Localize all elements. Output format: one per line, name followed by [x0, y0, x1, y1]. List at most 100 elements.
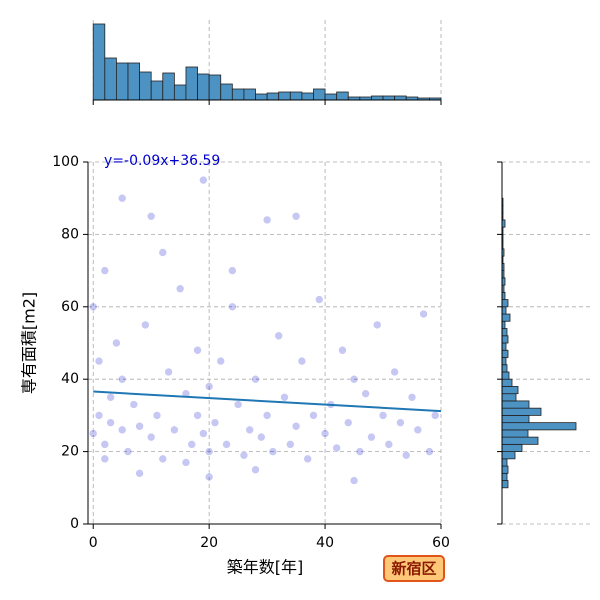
point [291, 421, 301, 431]
point [297, 356, 307, 366]
point [280, 392, 289, 402]
bar [501, 335, 509, 344]
bar [501, 393, 517, 402]
point [233, 400, 243, 409]
point [349, 374, 359, 384]
point [88, 429, 98, 438]
point [129, 400, 139, 409]
point [135, 469, 144, 478]
bar [501, 371, 510, 380]
point [204, 382, 214, 391]
point [372, 320, 382, 330]
point [193, 411, 202, 420]
bar [255, 93, 268, 101]
point [100, 454, 110, 464]
point [361, 389, 370, 398]
point [106, 392, 115, 402]
bar [382, 95, 396, 101]
point [251, 374, 260, 384]
point [245, 425, 255, 435]
point [158, 248, 168, 257]
point [338, 345, 347, 355]
bar [501, 443, 523, 452]
point [204, 447, 214, 456]
bar [501, 436, 539, 445]
point [367, 432, 376, 442]
x-tick-label: 40 [316, 535, 334, 551]
point [175, 284, 185, 294]
bar [185, 66, 198, 101]
point [268, 447, 278, 456]
point [228, 302, 237, 312]
point [146, 432, 156, 442]
point [419, 309, 428, 319]
point [291, 212, 301, 221]
point [123, 447, 133, 456]
point [135, 421, 144, 431]
point [228, 266, 237, 275]
regression-line [93, 390, 442, 413]
point [164, 367, 173, 377]
x-axis-label: 築年数[年] [227, 558, 304, 577]
point [257, 432, 266, 442]
point [94, 356, 104, 366]
point [407, 392, 417, 402]
point [430, 411, 440, 420]
bar [501, 400, 530, 409]
point [262, 411, 272, 420]
point [343, 418, 353, 427]
point [158, 454, 168, 464]
bar [92, 23, 106, 101]
point [303, 454, 312, 464]
bar [173, 84, 187, 101]
bar [501, 313, 511, 322]
y-tick-label: 100 [52, 154, 79, 170]
y-axis-label: 専有面積[m2] [20, 292, 39, 394]
point [88, 302, 98, 312]
y-tick-label: 0 [70, 516, 79, 532]
x-tick-label: 60 [432, 535, 450, 551]
bar [278, 91, 291, 101]
point [117, 374, 127, 384]
point [100, 266, 110, 275]
y-tick-label: 20 [61, 444, 79, 460]
point [117, 425, 127, 435]
bar [243, 88, 256, 101]
bar [220, 83, 233, 101]
bar [501, 458, 508, 467]
bar [501, 342, 507, 351]
bar [301, 92, 314, 101]
y-tick-label: 60 [61, 299, 79, 315]
bar [501, 465, 509, 474]
bar [501, 451, 516, 460]
bar [104, 57, 117, 101]
point [199, 429, 208, 438]
y-tick-label: 40 [61, 371, 79, 387]
point [222, 440, 231, 449]
x-tick-label: 0 [89, 535, 98, 551]
point [239, 450, 249, 460]
bar [501, 364, 508, 373]
bar [116, 62, 129, 101]
point [320, 429, 330, 438]
point [274, 331, 284, 341]
point [199, 175, 208, 185]
bar [501, 407, 542, 416]
point [262, 215, 272, 225]
annotation: y=-0.09x+36.59 [104, 153, 220, 169]
bar [208, 74, 222, 101]
point [187, 440, 197, 449]
point [204, 472, 214, 482]
point [152, 411, 162, 420]
x-tick-label: 20 [200, 535, 218, 551]
bar [197, 73, 210, 101]
point [210, 418, 220, 427]
point [285, 440, 295, 449]
point [384, 440, 394, 449]
bar [231, 88, 245, 101]
bar [139, 71, 152, 101]
point [413, 425, 423, 435]
badge-box [383, 555, 445, 582]
point [216, 356, 226, 366]
